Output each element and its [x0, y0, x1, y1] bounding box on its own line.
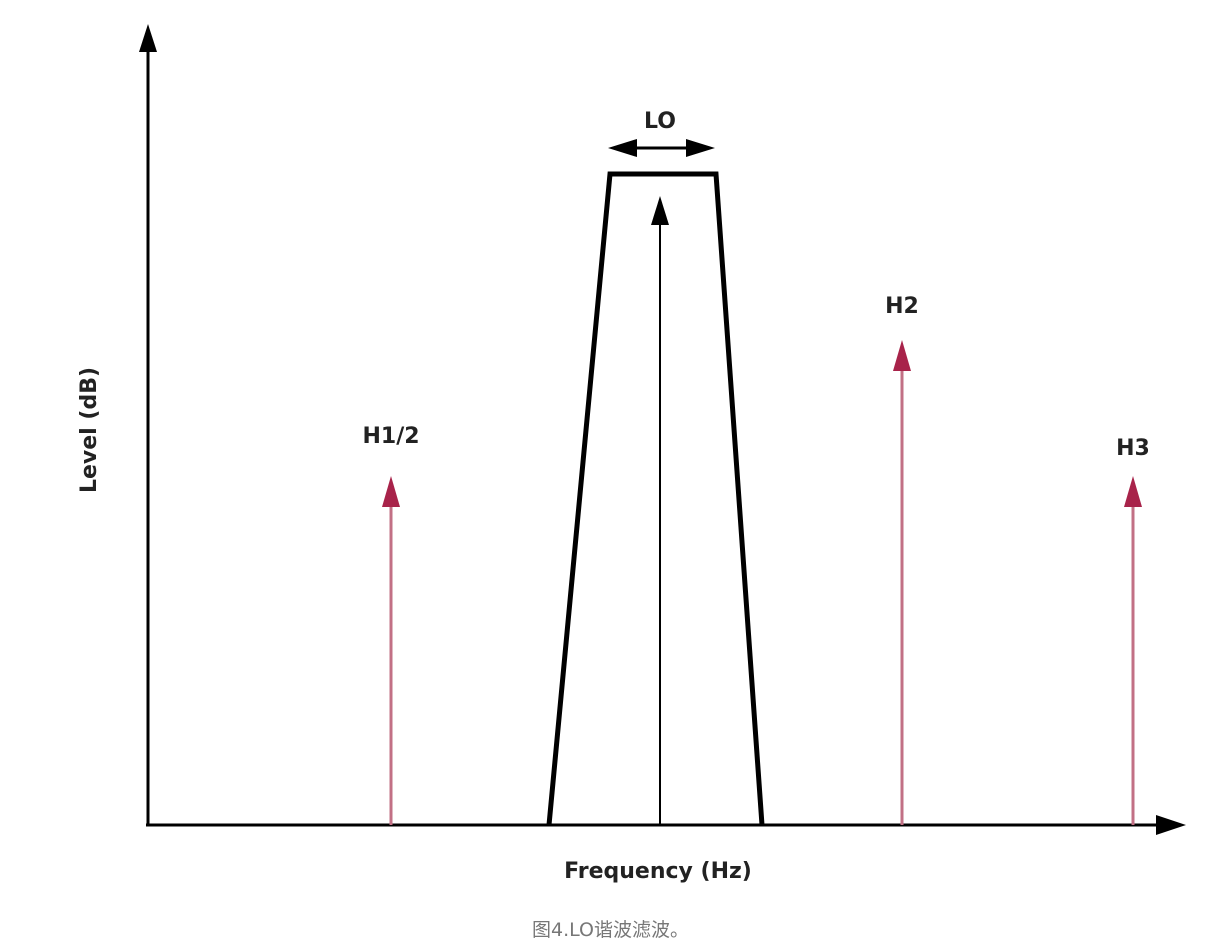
y-axis [139, 24, 157, 825]
h1-2-label: H1/2 [362, 424, 419, 449]
harmonic-h2: H2 [885, 294, 919, 825]
harmonic-h1-2: H1/2 [362, 424, 420, 825]
figure-caption: 图4.LO谐波滤波。 [532, 919, 689, 941]
x-axis-arrowhead-icon [1156, 815, 1186, 835]
h3-label: H3 [1116, 436, 1150, 461]
filter-passband-shape [546, 171, 765, 826]
lo-tuning-double-arrow [608, 139, 715, 157]
y-axis-label: Level (dB) [77, 367, 102, 493]
lo-arrow [651, 196, 669, 825]
harmonic-h3: H3 [1116, 436, 1150, 825]
x-axis [146, 815, 1186, 835]
x-axis-label: Frequency (Hz) [564, 859, 752, 884]
lo-label: LO [644, 109, 676, 134]
h2-label: H2 [885, 294, 919, 319]
y-axis-arrowhead-icon [139, 24, 157, 52]
